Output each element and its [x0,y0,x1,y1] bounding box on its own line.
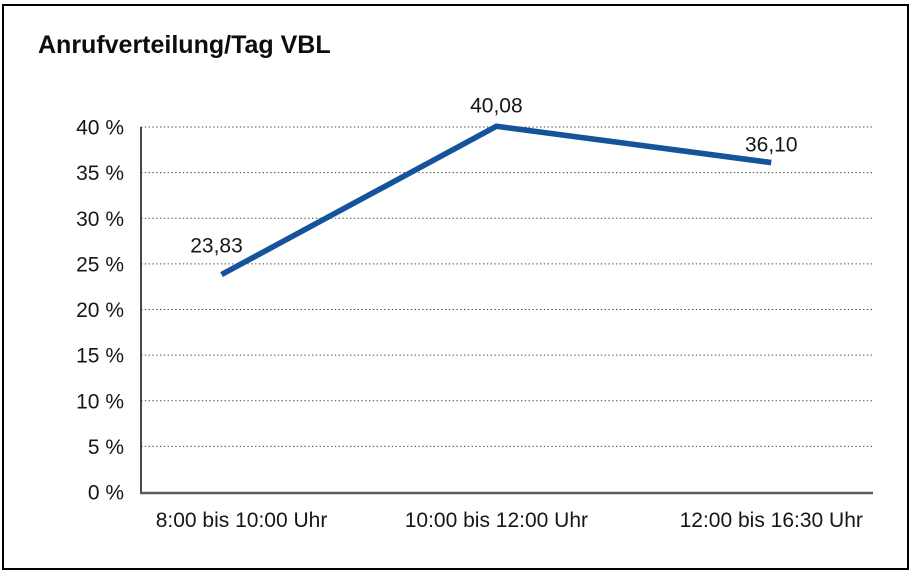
y-tick-label: 10 % [76,390,124,413]
chart-title: Anrufverteilung/Tag VBL [38,31,331,59]
y-tick-label: 25 % [76,253,124,276]
chart-frame [2,4,909,570]
y-tick-label: 0 % [88,482,124,505]
data-label: 23,83 [190,235,243,258]
x-tick-label: 12:00 bis 16:30 Uhr [680,509,863,532]
y-tick-label: 5 % [88,436,124,459]
x-tick-label: 8:00 bis 10:00 Uhr [156,509,328,532]
series-line [220,123,772,278]
x-tick-label: 10:00 bis 12:00 Uhr [405,509,588,532]
y-tick-label: 40 % [76,117,124,140]
data-label: 36,10 [745,134,798,157]
data-label: 40,08 [470,94,523,117]
y-tick-label: 15 % [76,345,124,368]
y-tick-label: 35 % [76,162,124,185]
y-tick-label: 30 % [76,208,124,231]
y-tick-label: 20 % [76,299,124,322]
